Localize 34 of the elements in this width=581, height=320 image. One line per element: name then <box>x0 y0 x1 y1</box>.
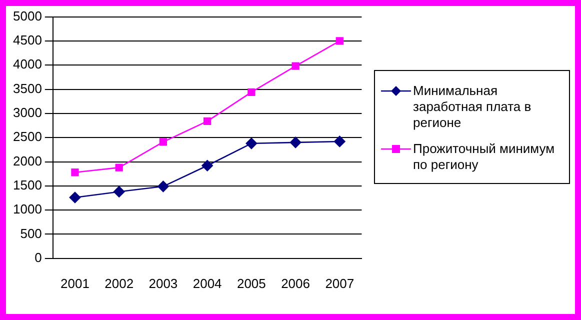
point <box>336 37 344 45</box>
legend-label: Прожиточный минимум по региону <box>413 141 556 173</box>
x-tick-label: 2002 <box>104 276 134 291</box>
x-tick-label: 2004 <box>192 276 222 291</box>
point <box>71 168 79 176</box>
point <box>159 138 168 146</box>
y-tick-label: 5000 <box>13 8 42 24</box>
point <box>246 138 258 150</box>
legend-label: Минимальная заработная плата в регионе <box>413 83 532 131</box>
y-tick-label: 0 <box>34 250 42 265</box>
y-tick-label: 1500 <box>13 178 42 192</box>
point <box>334 136 346 148</box>
y-tick-label: 4000 <box>13 56 42 72</box>
point <box>69 192 81 204</box>
point <box>115 164 123 172</box>
point <box>158 180 169 192</box>
point <box>113 186 125 198</box>
y-tick-label: 500 <box>20 226 42 241</box>
y-tick-label: 2000 <box>13 153 42 168</box>
y-tick-label: 3500 <box>13 80 42 96</box>
y-tick-label: 4500 <box>13 32 42 48</box>
point <box>202 160 213 172</box>
x-tick-label: 2001 <box>60 276 90 291</box>
point <box>290 136 302 148</box>
x-tick-label: 2007 <box>325 276 354 291</box>
point <box>203 117 212 126</box>
y-tick-label: 3000 <box>13 105 42 120</box>
x-tick-label: 2006 <box>281 276 310 291</box>
x-tick-label: 2005 <box>236 276 266 291</box>
point <box>248 88 256 96</box>
y-tick-label: 1000 <box>13 202 42 217</box>
point <box>292 62 300 70</box>
x-tick-label: 2003 <box>148 276 178 291</box>
y-tick-label: 2500 <box>13 129 42 144</box>
